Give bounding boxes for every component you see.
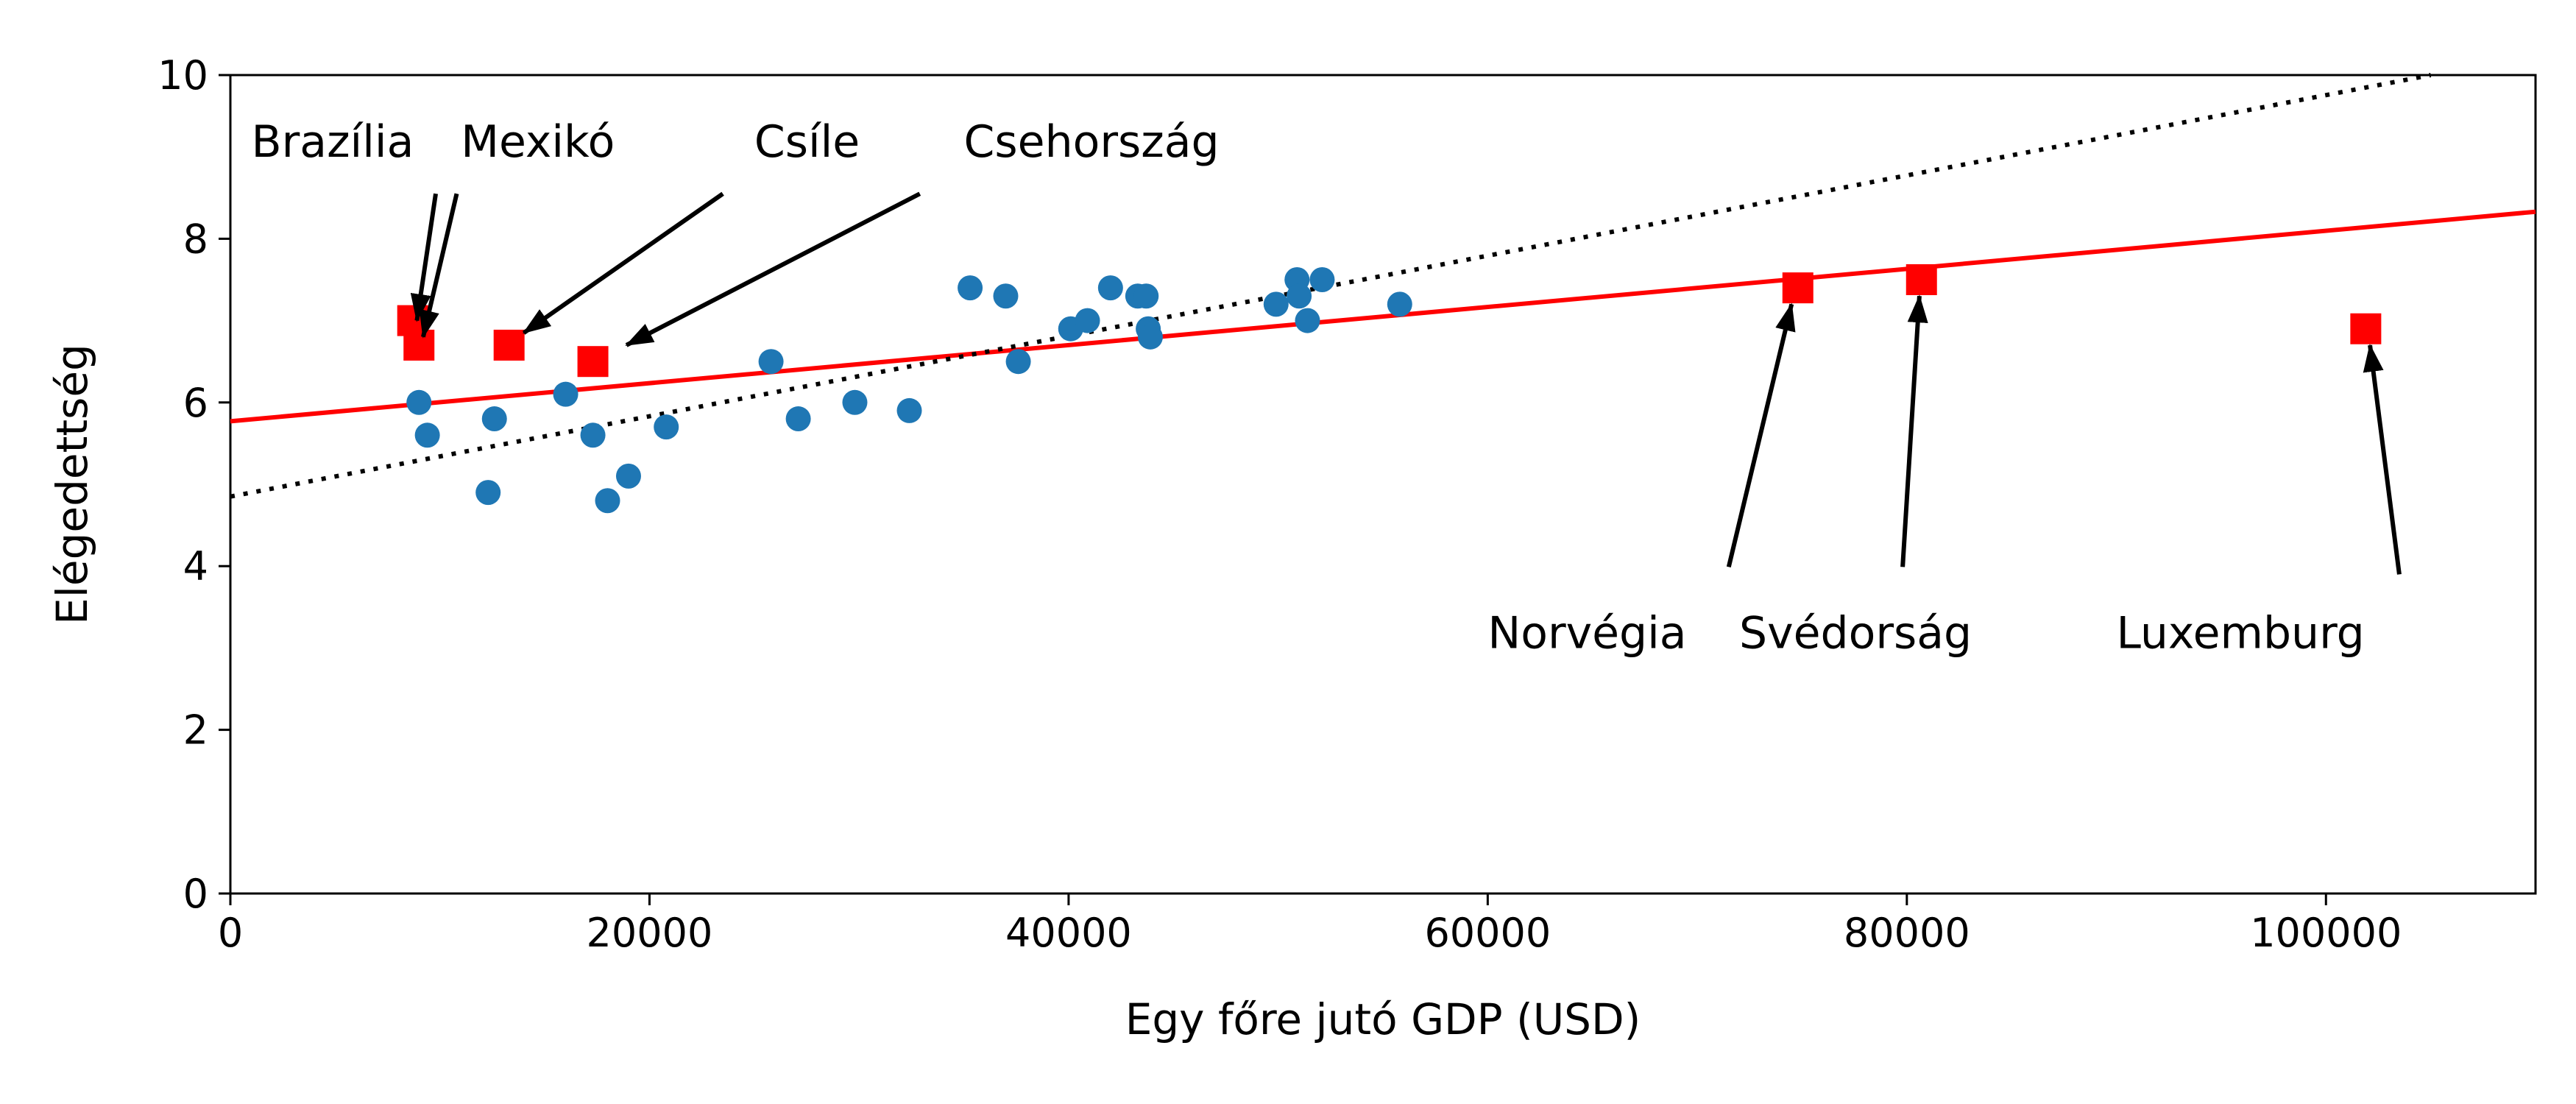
data-point bbox=[842, 389, 868, 415]
data-point bbox=[993, 283, 1019, 309]
data-point bbox=[654, 414, 679, 440]
y-tick-label: 8 bbox=[183, 216, 208, 262]
highlighted-point bbox=[493, 329, 525, 361]
annotation-label: Luxemburg bbox=[2117, 607, 2365, 659]
annotation-arrow bbox=[1726, 302, 1796, 568]
annotation-label: Csíle bbox=[754, 116, 860, 168]
x-tick-label: 80000 bbox=[1844, 910, 1970, 956]
data-point bbox=[553, 381, 578, 407]
points-layer bbox=[397, 264, 2382, 514]
annotation-label: Brazília bbox=[251, 116, 414, 168]
x-tick-label: 100000 bbox=[2250, 910, 2402, 956]
data-point bbox=[1309, 267, 1335, 292]
x-tick-label: 20000 bbox=[587, 910, 713, 956]
y-tick-label: 0 bbox=[183, 871, 208, 917]
y-tick-label: 4 bbox=[183, 543, 208, 590]
annotation-label: Mexikó bbox=[461, 116, 615, 168]
data-point bbox=[1133, 283, 1159, 309]
data-point bbox=[958, 275, 983, 301]
x-tick-label: 0 bbox=[218, 910, 243, 956]
x-axis: 0 20000 40000 60000 80000 100000 bbox=[218, 894, 2402, 956]
data-point bbox=[580, 422, 606, 448]
data-point bbox=[1263, 291, 1289, 317]
data-point bbox=[1295, 308, 1320, 333]
fit-line bbox=[230, 209, 2536, 424]
annotation-label: Csehország bbox=[964, 116, 1220, 168]
data-point bbox=[758, 349, 784, 375]
x-tick-label: 60000 bbox=[1424, 910, 1551, 956]
highlighted-point bbox=[1906, 264, 1937, 295]
data-point bbox=[1075, 308, 1100, 333]
highlighted-point bbox=[403, 329, 435, 361]
highlighted-point bbox=[577, 346, 609, 378]
data-point bbox=[896, 397, 922, 423]
y-axis: 0 2 4 6 8 10 bbox=[158, 52, 230, 917]
annotation-arrow bbox=[410, 193, 439, 322]
y-tick-label: 6 bbox=[183, 380, 208, 426]
x-axis-label: Egy főre jutó GDP (USD) bbox=[1125, 994, 1641, 1044]
y-tick-label: 2 bbox=[183, 707, 208, 754]
annotation-arrow bbox=[2363, 343, 2402, 575]
data-point bbox=[414, 422, 440, 448]
annotation-label: Svédorság bbox=[1739, 607, 1972, 659]
data-point bbox=[406, 389, 432, 415]
data-point bbox=[785, 406, 811, 432]
data-point bbox=[481, 406, 507, 432]
data-point bbox=[1387, 291, 1412, 317]
annotation-arrow bbox=[419, 193, 459, 339]
annotation-arrow bbox=[625, 191, 921, 347]
data-point bbox=[1137, 324, 1163, 350]
x-tick-label: 40000 bbox=[1005, 910, 1132, 956]
data-point bbox=[615, 463, 641, 489]
annotation-label: Norvégia bbox=[1487, 607, 1686, 659]
data-point bbox=[1287, 283, 1312, 309]
annotation-arrow bbox=[522, 191, 724, 335]
data-point bbox=[1005, 349, 1031, 375]
plot-frame bbox=[229, 74, 2537, 895]
highlighted-point bbox=[1782, 272, 1814, 304]
highlighted-point bbox=[2350, 313, 2382, 344]
y-tick-label: 10 bbox=[158, 52, 208, 99]
plot-area bbox=[229, 74, 2537, 895]
data-point bbox=[475, 480, 501, 506]
annotations-layer: Brazília Mexikó Csíle Csehország Norvégia Své… bbox=[251, 116, 2402, 659]
annotation-arrow bbox=[1900, 294, 1928, 567]
data-point bbox=[1097, 275, 1123, 301]
data-point bbox=[595, 488, 620, 514]
y-axis-label: Elégedettség bbox=[47, 344, 97, 625]
